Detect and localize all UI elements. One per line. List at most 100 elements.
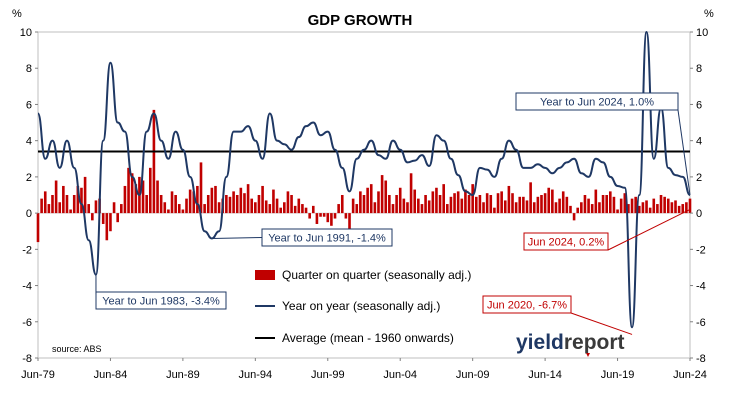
qoq-bar	[485, 193, 489, 214]
qoq-bar	[489, 195, 493, 214]
qoq-bar	[344, 213, 348, 219]
qoq-bar	[120, 204, 123, 214]
qoq-bar	[402, 198, 406, 214]
y-tick-label-left: 6	[26, 99, 32, 111]
y-tick-label-left: 10	[20, 27, 32, 39]
qoq-bar	[514, 202, 518, 214]
qoq-bar	[388, 195, 391, 214]
qoq-bar	[355, 204, 359, 214]
qoq-bar	[543, 193, 547, 214]
qoq-bar	[540, 195, 543, 214]
qoq-bar	[217, 202, 221, 214]
x-tick-label: Jun-99	[311, 369, 345, 381]
qoq-bar	[561, 191, 565, 214]
qoq-bar	[656, 204, 659, 214]
qoq-bar	[91, 213, 94, 221]
qoq-bar	[246, 184, 250, 214]
qoq-bar	[583, 195, 587, 214]
qoq-bar	[47, 204, 51, 214]
qoq-bar	[40, 198, 43, 214]
qoq-bar	[235, 195, 239, 214]
qoq-bar	[185, 198, 188, 214]
qoq-bar	[431, 191, 435, 214]
qoq-bar	[188, 189, 192, 214]
qoq-bar	[493, 207, 496, 214]
qoq-bar	[261, 185, 264, 214]
qoq-bar	[601, 195, 605, 214]
y-tick-label-left: -4	[22, 281, 32, 293]
qoq-bar	[159, 195, 163, 214]
y-tick-label-right: 6	[696, 99, 702, 111]
x-tick-label: Jun-89	[166, 369, 200, 381]
qoq-bar	[243, 193, 246, 214]
qoq-bar	[134, 184, 138, 214]
qoq-bar	[206, 195, 210, 214]
qoq-bar	[315, 213, 319, 224]
logo-text-report: report	[564, 331, 625, 354]
qoq-bar	[105, 213, 109, 241]
y-axis-left-unit: %	[12, 8, 22, 20]
annotation-box	[482, 295, 572, 314]
qoq-bar	[518, 196, 522, 214]
qoq-bar	[275, 198, 279, 214]
qoq-bar	[163, 202, 167, 214]
qoq-bar	[685, 202, 688, 214]
qoq-bar	[558, 198, 561, 214]
qoq-bar	[337, 204, 340, 214]
qoq-bar	[101, 213, 105, 224]
qoq-bar	[681, 204, 685, 214]
qoq-bar	[677, 205, 681, 214]
qoq-bar	[478, 195, 482, 214]
x-tick-label: Jun-84	[94, 369, 128, 381]
qoq-bar	[72, 195, 76, 214]
qoq-bar	[123, 185, 127, 214]
qoq-bar	[511, 193, 514, 214]
x-tick-label: Jun-04	[383, 369, 417, 381]
annotation-leader	[677, 109, 691, 196]
annotation-label: Jun 2024, 0.2%	[528, 237, 605, 249]
qoq-bar	[174, 195, 177, 214]
annotation-box	[95, 291, 227, 310]
qoq-bar	[112, 202, 116, 214]
qoq-bar	[609, 191, 612, 214]
qoq-bar	[536, 196, 540, 214]
qoq-bar	[116, 213, 119, 223]
qoq-bar	[264, 200, 268, 214]
qoq-bar	[54, 180, 58, 214]
logo-arrow-icon	[586, 353, 590, 357]
qoq-bar	[69, 209, 72, 214]
y-tick-label-left: -8	[22, 353, 32, 365]
qoq-bar	[167, 209, 170, 214]
qoq-bar	[268, 204, 272, 214]
qoq-bar	[322, 213, 326, 217]
y-tick-label-left: 8	[26, 63, 32, 75]
qoq-bar	[293, 205, 297, 214]
qoq-bar	[442, 184, 445, 214]
qoq-bar	[333, 213, 337, 219]
qoq-bar	[330, 213, 333, 226]
qoq-bar	[43, 191, 47, 214]
qoq-bar	[366, 187, 369, 214]
qoq-bar	[630, 198, 634, 214]
qoq-bar	[580, 202, 583, 214]
qoq-bar	[471, 184, 474, 214]
qoq-bar	[569, 205, 572, 214]
qoq-bar	[76, 185, 80, 214]
qoq-bar	[145, 195, 148, 214]
annotation-leader	[607, 209, 691, 251]
qoq-bar	[648, 207, 652, 214]
qoq-bar	[87, 204, 91, 214]
x-tick-label: Jun-14	[528, 369, 562, 381]
y-tick-label-left: 4	[26, 136, 32, 148]
qoq-bar	[474, 196, 478, 214]
legend-label: Year on year (seasonally adj.)	[282, 299, 440, 313]
qoq-bar	[406, 202, 409, 214]
x-tick-label: Jun-09	[456, 369, 490, 381]
qoq-bar	[547, 187, 551, 214]
qoq-bar	[83, 176, 87, 214]
y-tick-label-right: 8	[696, 63, 702, 75]
logo-text-yield: yield	[516, 331, 564, 354]
qoq-bar	[228, 196, 232, 214]
y-tick-label-right: 2	[696, 172, 702, 184]
qoq-bar	[311, 205, 315, 214]
